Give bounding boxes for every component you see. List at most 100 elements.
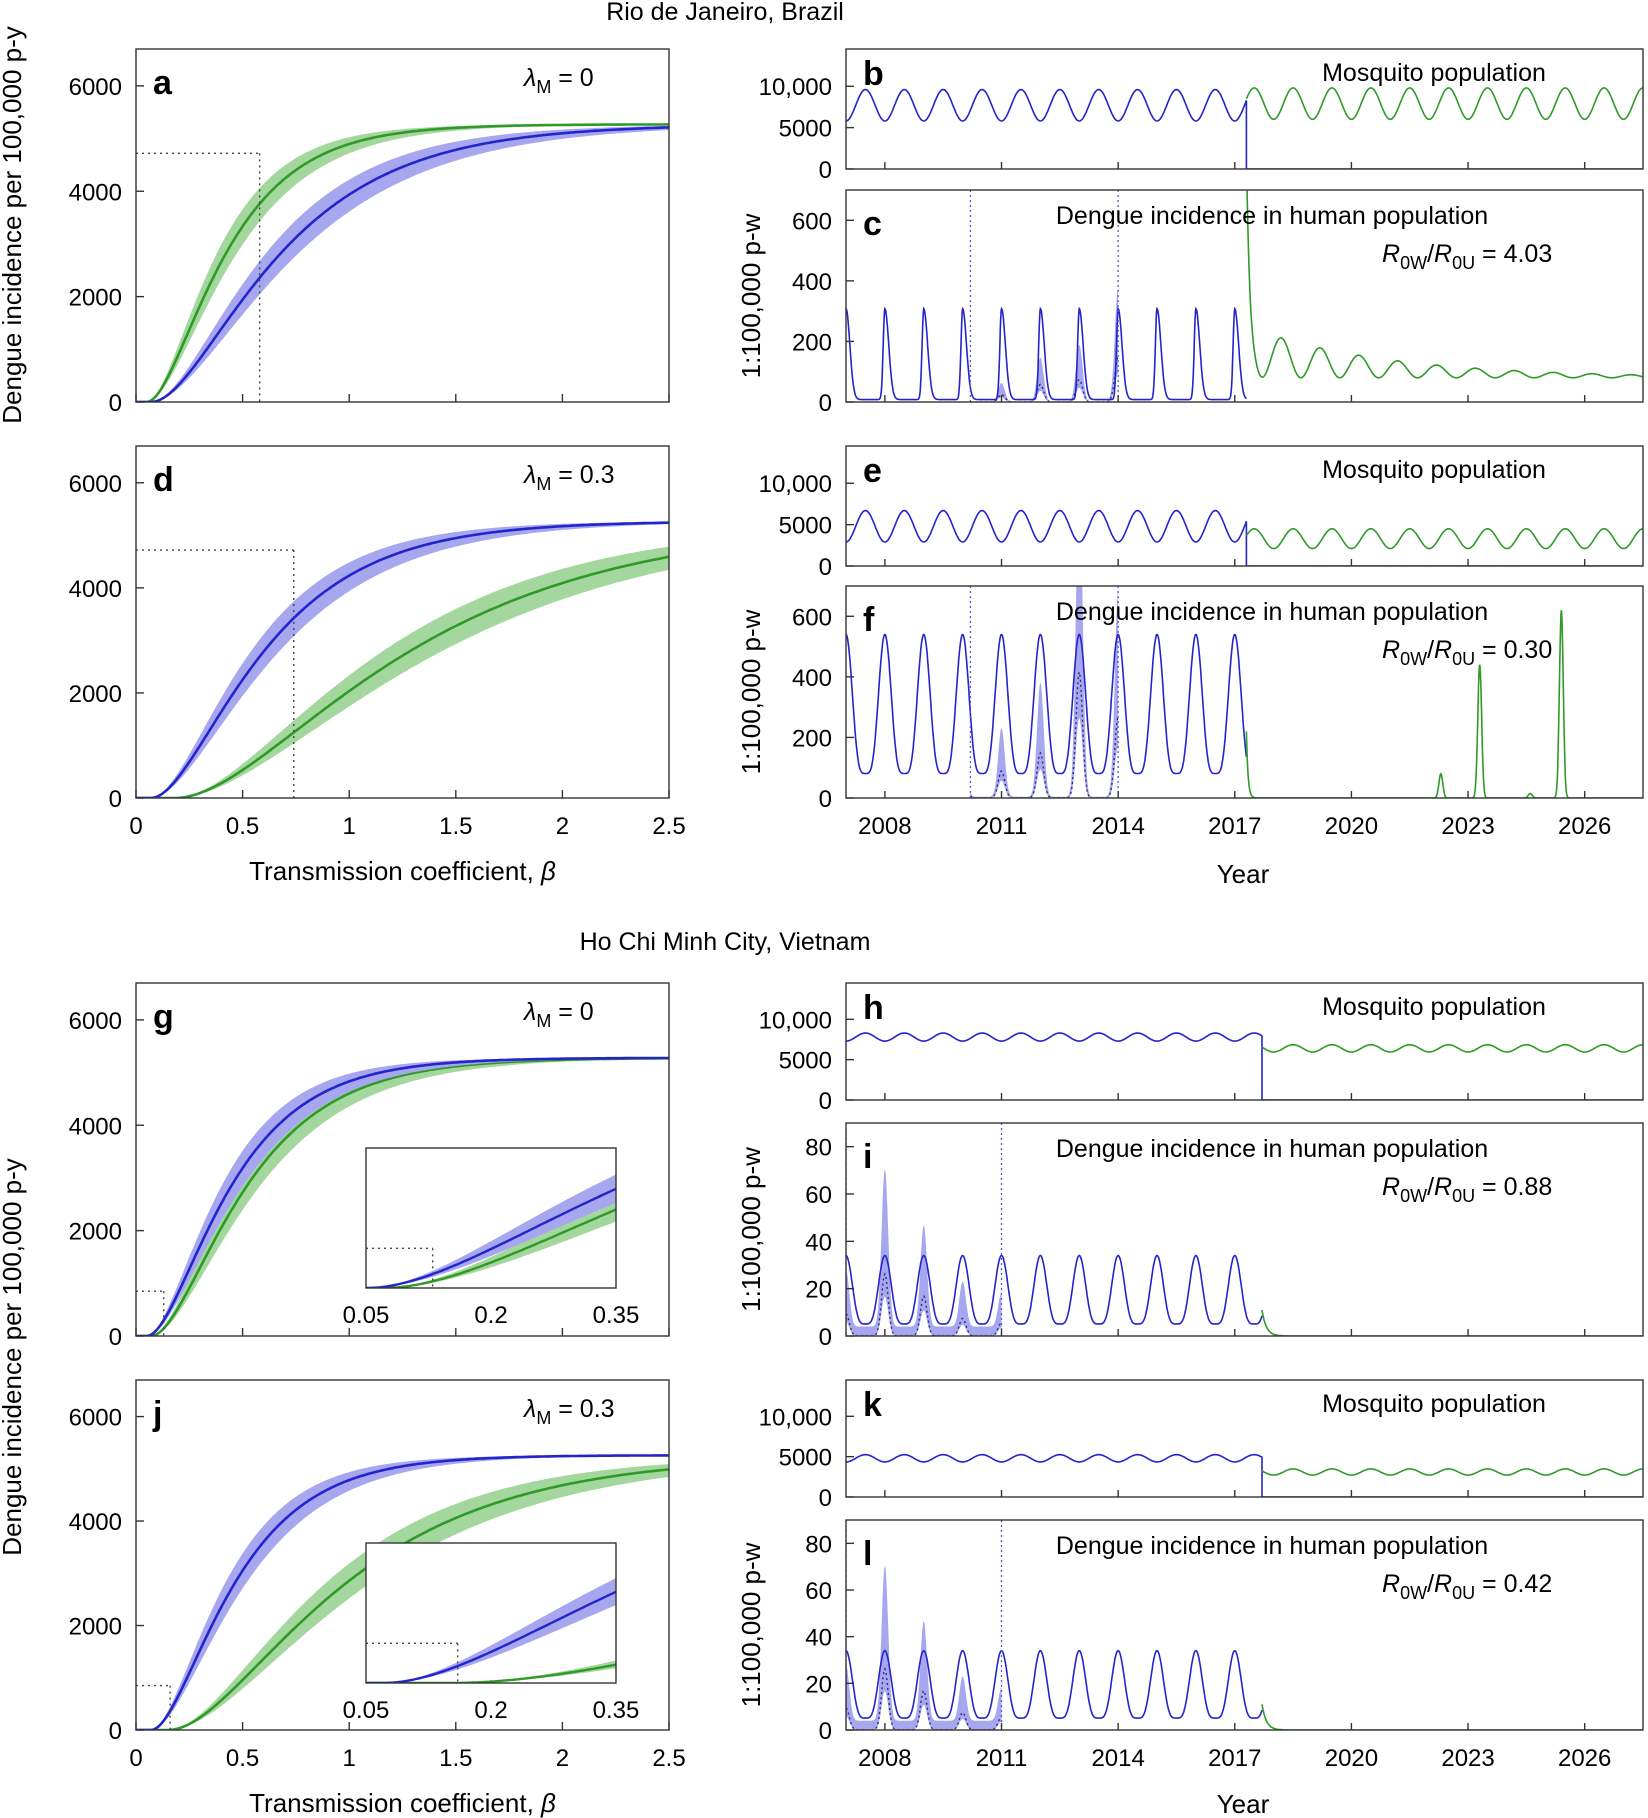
curve-blue-g xyxy=(136,1056,669,1336)
year-label-l: 2017 xyxy=(1208,1745,1261,1772)
frame-l xyxy=(845,1519,1644,1731)
lambda-label-g: λM = 0 xyxy=(522,998,594,1031)
ytick-label-c: 600 xyxy=(792,208,832,235)
ytick-label-d: 0 xyxy=(109,786,122,813)
ytick-label-b: 0 xyxy=(819,157,832,184)
ytick-label-k: 10,000 xyxy=(759,1404,832,1431)
incidence-green-f xyxy=(1245,610,1643,798)
ytick-label-g: 6000 xyxy=(69,1008,122,1035)
frame-c xyxy=(845,189,1644,403)
ytick-label-e: 0 xyxy=(819,554,832,581)
inset-xtick-label-g: 0.05 xyxy=(343,1302,390,1329)
inset-curve-green-g xyxy=(366,1208,616,1288)
xtick-label-d: 0 xyxy=(129,813,142,840)
curve-blue-d xyxy=(136,521,669,798)
xtick-label-j: 2.5 xyxy=(652,1745,685,1772)
inset-curve-blue-j xyxy=(366,1590,616,1683)
lambda-label-a: λM = 0 xyxy=(522,64,594,97)
panel-letter-e: e xyxy=(863,452,882,490)
band-blue-j xyxy=(136,1455,669,1730)
panel-letter-b: b xyxy=(863,55,884,93)
year-label-l: 2011 xyxy=(976,1745,1028,1772)
incidence-blue-i xyxy=(846,1254,1263,1325)
frame-k xyxy=(845,1379,1644,1498)
ytick-label-e: 5000 xyxy=(779,513,832,540)
curve-blue-a xyxy=(136,126,669,402)
incidence-ylabel-l: 1:100,000 p-w xyxy=(736,1542,766,1707)
mosquito-title-h: Mosquito population xyxy=(1322,993,1546,1021)
ytick-label-j: 2000 xyxy=(69,1614,122,1641)
observed-band-l xyxy=(846,1565,1002,1730)
xtick-label-j: 1.5 xyxy=(439,1745,472,1772)
ratio-label-f: R0W/R0U = 0.30 xyxy=(1382,636,1552,669)
mosquito-title-e: Mosquito population xyxy=(1322,456,1546,484)
ytick-label-g: 2000 xyxy=(69,1219,122,1246)
incidence-green-i xyxy=(1261,1309,1643,1336)
mosquito-green-e xyxy=(1245,528,1643,550)
ytick-label-d: 2000 xyxy=(69,681,122,708)
panel-letter-h: h xyxy=(863,989,884,1027)
ytick-label-e: 10,000 xyxy=(759,471,832,498)
year-label-l: 2008 xyxy=(858,1745,911,1772)
ytick-label-j: 0 xyxy=(109,1718,122,1745)
band-green-j xyxy=(136,1464,669,1730)
ytick-label-i: 60 xyxy=(805,1182,832,1209)
frame-h xyxy=(845,982,1644,1101)
ytick-label-a: 2000 xyxy=(69,285,122,312)
panel-letter-c: c xyxy=(863,205,882,243)
ytick-label-g: 0 xyxy=(109,1324,122,1351)
ytick-label-j: 6000 xyxy=(69,1405,122,1432)
mosquito-blue-k xyxy=(846,1453,1643,1497)
panel-letter-l: l xyxy=(863,1535,872,1573)
frame-f xyxy=(845,585,1644,799)
inset-curve-green-j xyxy=(366,1663,616,1683)
year-label-f: 2020 xyxy=(1325,813,1378,840)
mosquito-blue-e xyxy=(846,509,1643,566)
panel-letter-j: j xyxy=(152,1395,162,1433)
incidence-green-l xyxy=(1261,1704,1643,1730)
panel-letter-a: a xyxy=(153,64,173,102)
inset-xtick-label-g: 0.35 xyxy=(593,1302,640,1329)
curve-green-d xyxy=(136,555,669,798)
incidence-title-f: Dengue incidence in human population xyxy=(1056,598,1488,626)
mosquito-green-b xyxy=(1245,87,1643,121)
mosquito-title-k: Mosquito population xyxy=(1322,1390,1546,1418)
incidence-ylabel-c: 1:100,000 p-w xyxy=(736,213,766,378)
incidence-blue-f xyxy=(846,633,1248,775)
observed-line-c xyxy=(970,356,1119,402)
inset-frame-j xyxy=(365,1542,617,1684)
incidence-blue-l xyxy=(846,1649,1263,1719)
x-axis-label-d: Transmission coefficient, β xyxy=(249,856,556,886)
panel-letter-f: f xyxy=(863,601,875,639)
ytick-label-d: 4000 xyxy=(69,576,122,603)
frame-i xyxy=(845,1122,1644,1337)
ytick-label-l: 80 xyxy=(805,1531,832,1558)
band-green-g xyxy=(136,1058,669,1336)
ytick-label-d: 6000 xyxy=(69,471,122,498)
inset-curve-blue-g xyxy=(366,1187,616,1288)
x-axis-label-year-rio: Year xyxy=(1217,859,1270,889)
mosquito-green-k xyxy=(1261,1468,1643,1476)
incidence-title-l: Dengue incidence in human population xyxy=(1056,1532,1488,1560)
ylabel-hcmc: Dengue incidence per 100,000 p-y xyxy=(0,1158,27,1556)
year-label-f: 2014 xyxy=(1091,813,1144,840)
frame-j xyxy=(135,1379,670,1731)
frame-e xyxy=(845,445,1644,567)
xtick-label-j: 0.5 xyxy=(226,1745,259,1772)
inset-xtick-label-j: 0.35 xyxy=(593,1697,640,1724)
inset-frame-g xyxy=(365,1147,617,1289)
lambda-label-j: λM = 0.3 xyxy=(522,1395,615,1428)
ytick-label-c: 0 xyxy=(819,390,832,417)
frame-d xyxy=(135,445,670,799)
xtick-label-j: 0 xyxy=(129,1745,142,1772)
xtick-label-d: 2.5 xyxy=(652,813,685,840)
ratio-label-c: R0W/R0U = 4.03 xyxy=(1382,240,1552,273)
ytick-label-f: 0 xyxy=(819,786,832,813)
panel-letter-g: g xyxy=(153,998,174,1036)
ytick-label-i: 40 xyxy=(805,1229,832,1256)
mosquito-title-b: Mosquito population xyxy=(1322,59,1546,87)
ytick-label-f: 600 xyxy=(792,604,832,631)
mosquito-blue-h xyxy=(846,1032,1643,1100)
